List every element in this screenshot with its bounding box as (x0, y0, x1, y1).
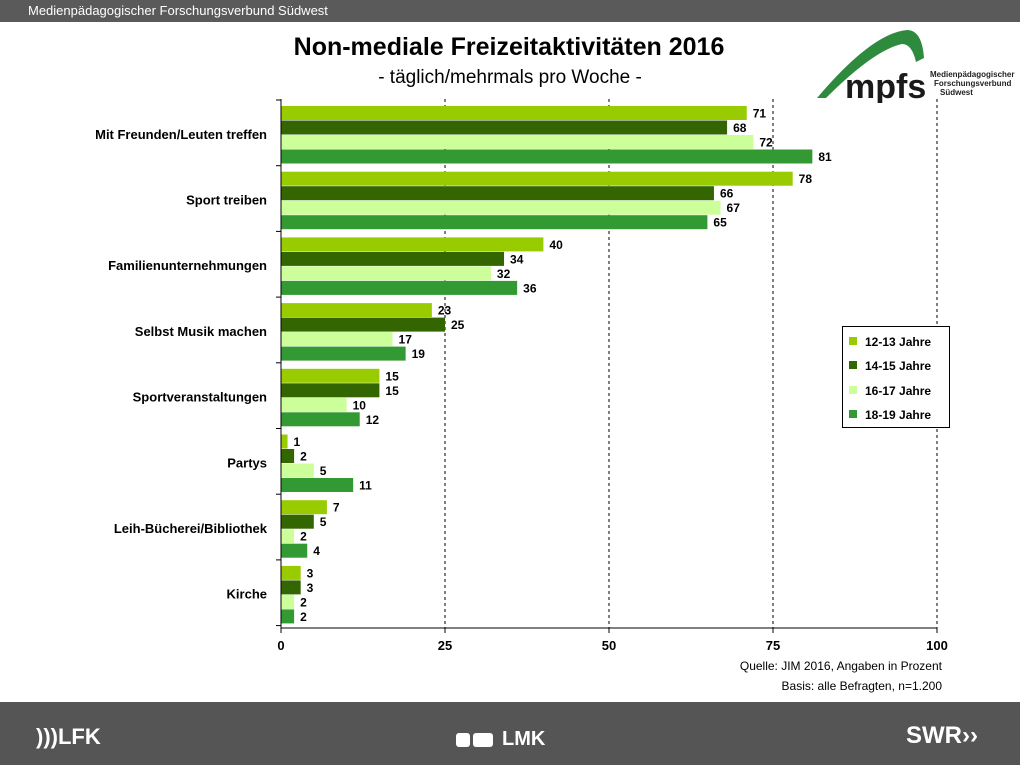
data-label: 66 (720, 187, 734, 201)
data-label: 23 (438, 304, 452, 318)
bar (281, 237, 544, 252)
category-label: Mit Freunden/Leuten treffen (95, 127, 267, 142)
data-label: 2 (300, 595, 307, 609)
category-label: Leih-Bücherei/Bibliothek (114, 521, 268, 536)
data-label: 10 (353, 398, 367, 412)
bar (281, 200, 721, 215)
bar (281, 149, 813, 164)
x-tick-label: 25 (438, 638, 452, 653)
bar (281, 580, 301, 595)
lfk-logo: )))LFK (36, 724, 101, 749)
bar (281, 215, 708, 230)
swr-arrows-icon: ›› (962, 722, 978, 749)
bar (281, 412, 360, 427)
data-label: 72 (759, 136, 773, 150)
data-label: 67 (727, 201, 741, 215)
bar (281, 397, 347, 412)
data-label: 7 (333, 501, 340, 515)
legend-swatch-14-15 (849, 361, 857, 369)
bar (281, 332, 393, 347)
bar (281, 514, 314, 529)
x-tick-label: 75 (766, 638, 780, 653)
data-label: 34 (510, 252, 524, 266)
category-label: Partys (227, 455, 267, 470)
x-tick-label: 100 (926, 638, 948, 653)
bar (281, 594, 295, 609)
data-label: 2 (300, 610, 307, 624)
data-label: 78 (799, 172, 813, 186)
legend-swatch-12-13 (849, 337, 857, 345)
bar (281, 529, 295, 544)
bar (281, 449, 295, 463)
data-label: 2 (300, 530, 307, 544)
bar (281, 186, 714, 201)
bar (281, 368, 380, 383)
org-label: Medienpädagogischer Forschungsverbund Sü… (28, 3, 328, 18)
mpfs-logo-tagline: Medienpädagogischer Forschungsverbund Sü… (930, 70, 1015, 97)
data-label: 15 (385, 369, 399, 383)
bar (281, 251, 505, 266)
data-label: 12 (366, 413, 380, 427)
lfk-mark-icon: ))) (36, 724, 58, 749)
bar (281, 135, 754, 149)
bar (281, 317, 445, 332)
chart-subtitle: - täglich/mehrmals pro Woche - (378, 67, 642, 88)
data-label: 17 (399, 333, 413, 347)
data-label: 81 (818, 150, 832, 164)
category-label: Kirche (227, 587, 267, 602)
bar (281, 280, 518, 295)
data-label: 4 (313, 544, 320, 558)
legend-swatch-16-17 (849, 386, 857, 394)
source-note: Quelle: JIM 2016, Angaben in Prozent (739, 659, 942, 673)
chart-title: Non-mediale Freizeitaktivitäten 2016 (293, 33, 725, 61)
bar (281, 303, 432, 318)
category-label: Selbst Musik machen (135, 324, 267, 339)
data-label: 5 (320, 464, 327, 478)
x-tick-label: 50 (602, 638, 616, 653)
chart-legend: 12-13 Jahre 14-15 Jahre 16-17 Jahre 18-1… (842, 326, 950, 428)
bar (281, 346, 406, 361)
data-label: 11 (359, 479, 372, 493)
data-label: 5 (320, 515, 327, 529)
data-label: 1 (294, 435, 301, 449)
bar (281, 171, 793, 186)
mpfs-logo-text: mpfs (845, 68, 926, 103)
data-label: 68 (733, 121, 747, 135)
lmk-logo: LMK (456, 728, 545, 751)
category-label: Familienunternehmungen (108, 258, 267, 273)
bar (281, 463, 314, 478)
data-label: 36 (523, 281, 537, 295)
bar (281, 609, 295, 624)
bar (281, 434, 288, 449)
bar (281, 500, 327, 515)
data-label: 3 (307, 566, 314, 580)
data-label: 71 (753, 107, 767, 121)
bar (281, 106, 747, 120)
lmk-blocks-icon (456, 728, 496, 751)
bar (281, 120, 728, 135)
legend-swatch-18-19 (849, 410, 857, 418)
footer-bar: )))LFK LMK SWR›› (0, 702, 1020, 765)
data-label: 3 (307, 581, 314, 595)
data-label: 32 (497, 267, 511, 281)
data-label: 2 (300, 450, 307, 464)
data-label: 25 (451, 318, 465, 332)
swr-logo: SWR›› (906, 722, 978, 749)
bar (281, 266, 491, 281)
data-label: 19 (412, 347, 426, 361)
data-label: 65 (713, 216, 727, 230)
basis-note: Basis: alle Befragten, n=1.200 (781, 679, 942, 693)
x-tick-label: 0 (277, 638, 284, 653)
bar (281, 383, 380, 398)
bar (281, 543, 308, 558)
data-label: 40 (549, 238, 563, 252)
top-bar: Medienpädagogischer Forschungsverbund Sü… (0, 0, 1020, 22)
data-label: 15 (385, 384, 399, 398)
bar (281, 565, 301, 580)
mpfs-logo-graphic: mpfs (817, 30, 926, 103)
bar (281, 478, 354, 492)
category-label: Sport treiben (186, 192, 267, 207)
category-label: Sportveranstaltungen (133, 390, 267, 405)
